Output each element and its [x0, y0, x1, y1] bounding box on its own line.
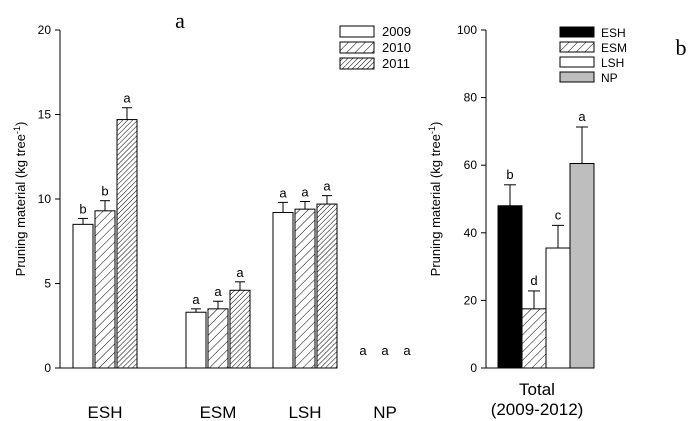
legend-label: ESH — [601, 26, 626, 40]
significance-letter: a — [301, 185, 309, 200]
significance-letter: d — [530, 273, 537, 288]
y-tick-label: 100 — [457, 23, 477, 37]
y-tick-label: 40 — [464, 226, 478, 240]
panel-b-bars: b d c a — [497, 109, 595, 369]
panel-a-chart: a Pruning material (kg tree-1) 05101520 … — [12, 8, 411, 421]
significance-letter: c — [555, 207, 562, 222]
bar — [272, 212, 294, 369]
legend-swatch — [339, 41, 375, 54]
panel-b-y-axis-title-sup: -1 — [427, 126, 437, 134]
panel-b-y-ticks: 0 20 40 60 80 100 — [457, 23, 486, 375]
panel-b-y-axis-title: Pruning material (kg tree-1) — [427, 122, 443, 277]
panel-a-y-axis-title: Pruning material (kg tree-1) — [12, 122, 28, 277]
legend-swatch — [339, 57, 375, 70]
y-tick-label: 10 — [38, 192, 52, 206]
bar-esm — [521, 308, 547, 369]
panel-b-label: b — [676, 35, 687, 60]
bar-esh — [497, 205, 523, 369]
panel-b-chart: b Pruning material (kg tree-1) 0 20 40 60 80… — [427, 23, 687, 419]
legend-label: 2011 — [382, 56, 410, 71]
y-tick-label: 0 — [470, 361, 477, 375]
y-tick-label: 5 — [44, 277, 51, 291]
panel-a-label: a — [175, 8, 185, 33]
significance-letter: a — [381, 343, 389, 358]
legend-label: ESM — [601, 41, 627, 55]
significance-letter: a — [123, 91, 131, 106]
bar — [94, 210, 116, 369]
bar-lsh — [545, 247, 571, 369]
significance-letter: b — [101, 184, 108, 199]
x-tick-label: NP — [373, 403, 397, 421]
legend-swatch — [559, 41, 595, 53]
y-tick-label: 60 — [464, 158, 478, 172]
legend-swatch — [339, 25, 375, 38]
panel-a-y-axis-title-close: ) — [13, 122, 28, 126]
bar-np — [569, 163, 595, 369]
bar — [185, 311, 207, 369]
panel-b-y-axis-title-main: Pruning material (kg tree — [428, 134, 443, 276]
bar — [116, 119, 138, 369]
significance-letter: a — [578, 109, 586, 124]
y-tick-label: 15 — [38, 108, 52, 122]
significance-letter: a — [279, 185, 287, 200]
panel-a-x-ticks: ESH ESM LSH NP — [88, 403, 397, 421]
legend-swatch — [559, 56, 595, 68]
panel-a-y-axis-title-main: Pruning material (kg tree — [13, 134, 28, 276]
significance-letter: a — [403, 343, 411, 358]
bar — [207, 308, 229, 369]
legend-label: 2009 — [382, 24, 411, 39]
y-tick-label: 20 — [464, 293, 478, 307]
legend-swatch — [559, 71, 595, 83]
legend-label: NP — [601, 71, 618, 85]
legend-label: 2010 — [382, 40, 411, 55]
bar — [316, 203, 338, 369]
bar — [294, 208, 316, 369]
significance-letter: b — [79, 201, 86, 216]
panel-b-x-axis-title-line1: Total — [519, 380, 555, 399]
y-tick-label: 0 — [44, 361, 51, 375]
x-tick-label: LSH — [288, 403, 321, 421]
panel-a-y-axis-title-sup: -1 — [12, 126, 22, 134]
bar — [72, 223, 94, 369]
x-tick-label: ESH — [88, 403, 123, 421]
legend-swatch — [559, 26, 595, 38]
significance-letter: a — [323, 179, 331, 194]
y-tick-label: 80 — [464, 91, 478, 105]
y-tick-label: 20 — [38, 23, 52, 37]
significance-letter: a — [359, 343, 367, 358]
significance-letter: b — [506, 167, 513, 182]
significance-letter: a — [192, 292, 200, 307]
panel-a-y-ticks: 0 5 10 15 20 — [38, 23, 60, 375]
panel-b-y-axis-title-close: ) — [428, 122, 443, 126]
bar — [229, 289, 251, 369]
legend-label: LSH — [601, 56, 624, 70]
significance-letter: a — [214, 284, 222, 299]
panel-b-x-axis-title-line2: (2009-2012) — [491, 400, 584, 419]
x-tick-label: ESM — [200, 403, 237, 421]
significance-letter: a — [236, 265, 244, 280]
